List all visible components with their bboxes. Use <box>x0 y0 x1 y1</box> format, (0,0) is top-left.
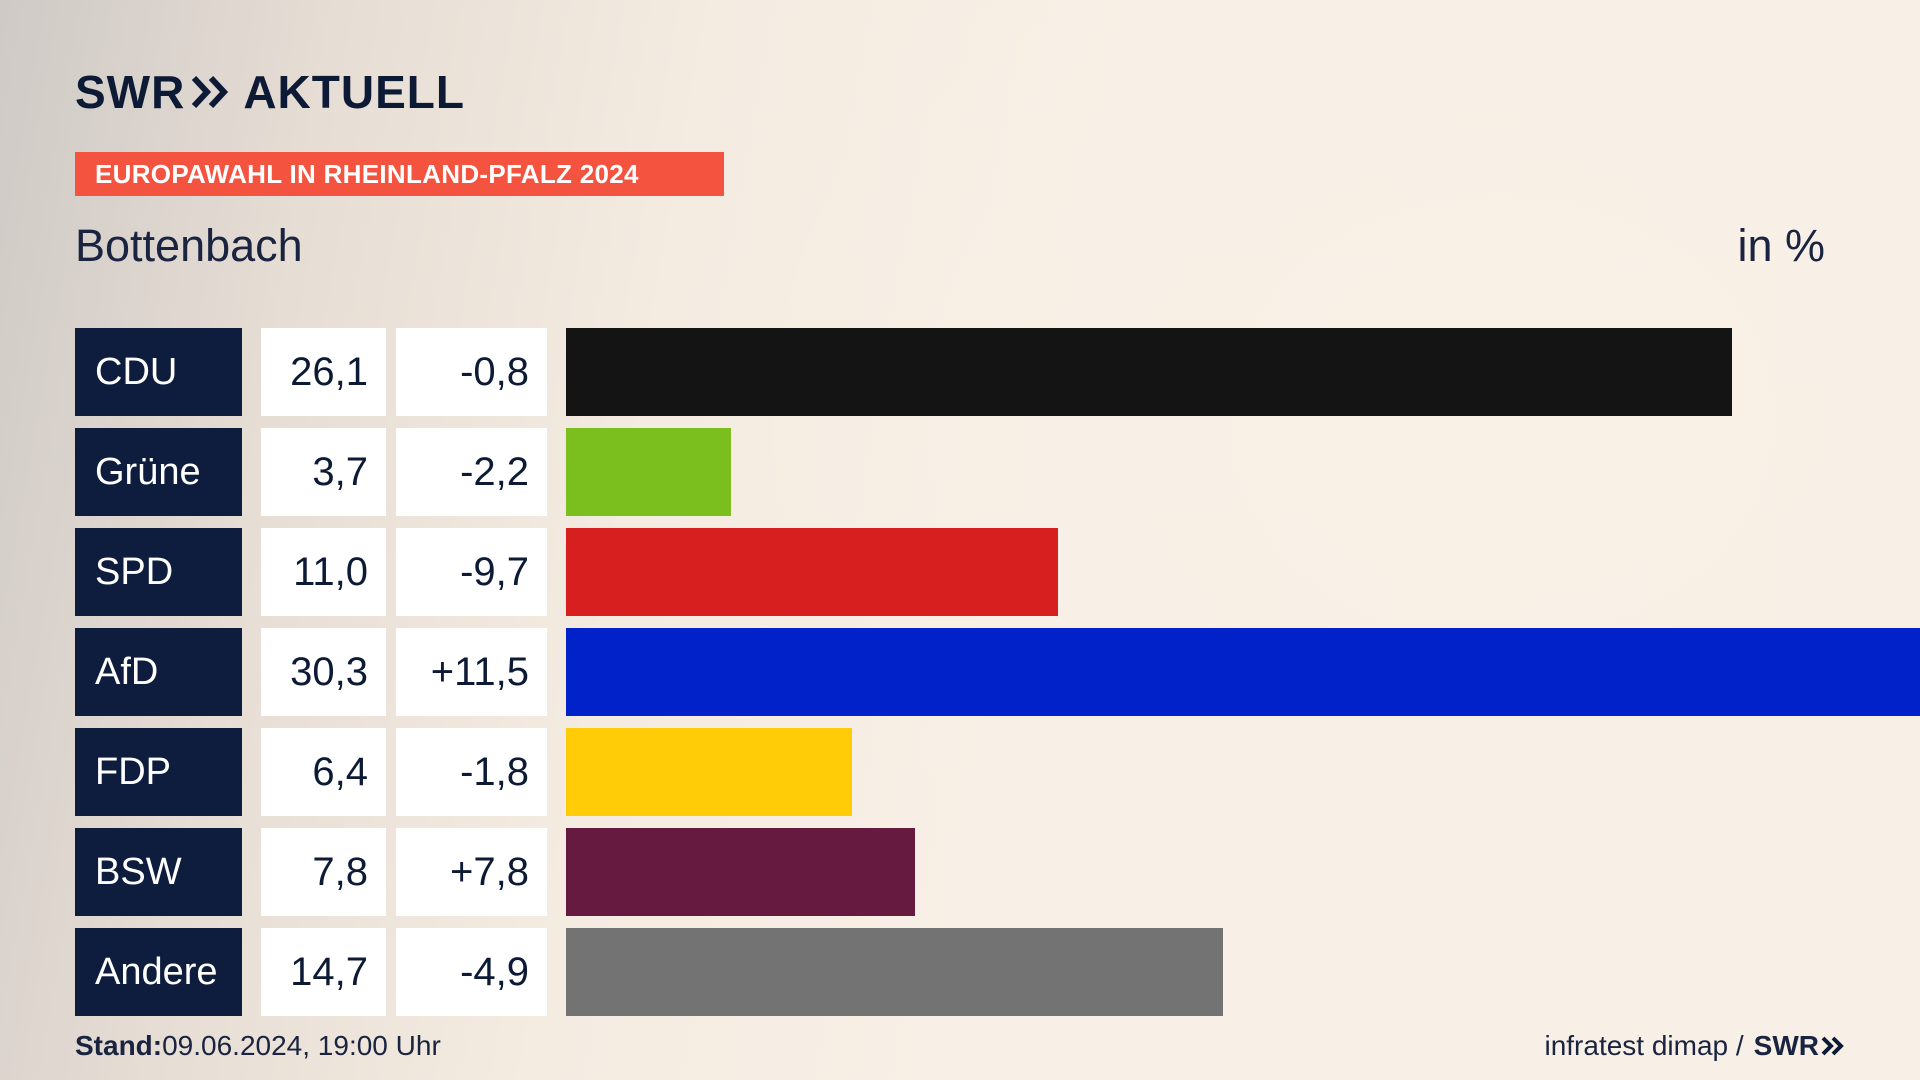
result-row: CDU 26,1 -0,8 <box>75 328 1845 416</box>
change-value: -9,7 <box>396 528 547 616</box>
stand-value: 09.06.2024, 19:00 Uhr <box>162 1030 441 1061</box>
party-label: SPD <box>75 528 242 616</box>
double-chevron-icon <box>191 74 229 110</box>
result-bar <box>566 928 1223 1016</box>
swr-mini-logo: SWR <box>1754 1030 1845 1062</box>
source-text: infratest dimap / <box>1544 1030 1744 1061</box>
stand-label: Stand: <box>75 1030 163 1061</box>
result-bar <box>566 728 852 816</box>
change-value: +11,5 <box>396 628 547 716</box>
result-row: BSW 7,8 +7,8 <box>75 828 1845 916</box>
result-row: AfD 30,3 +11,5 <box>75 628 1920 716</box>
party-label: Grüne <box>75 428 242 516</box>
result-bar <box>566 628 1920 716</box>
change-value: -4,9 <box>396 928 547 1016</box>
party-label: FDP <box>75 728 242 816</box>
result-bar <box>566 428 731 516</box>
party-label: Andere <box>75 928 242 1016</box>
result-bar <box>566 328 1732 416</box>
vote-share-value: 3,7 <box>261 428 386 516</box>
place-title: Bottenbach <box>75 220 303 271</box>
result-row: Andere 14,7 -4,9 <box>75 928 1845 1016</box>
result-row: Grüne 3,7 -2,2 <box>75 428 1845 516</box>
brand-name: SWR <box>75 66 186 118</box>
result-row: SPD 11,0 -9,7 <box>75 528 1845 616</box>
mini-chevron-icon <box>1821 1036 1844 1056</box>
election-banner: EUROPAWAHL IN RHEINLAND-PFALZ 2024 <box>75 152 724 196</box>
vote-share-value: 7,8 <box>261 828 386 916</box>
vote-share-value: 30,3 <box>261 628 386 716</box>
swr-aktuell-logo: SWR AKTUELL <box>75 62 465 122</box>
mini-logo-text: SWR <box>1753 1030 1819 1061</box>
result-bar <box>566 828 915 916</box>
change-value: +7,8 <box>396 828 547 916</box>
change-value: -0,8 <box>396 328 547 416</box>
party-label: BSW <box>75 828 242 916</box>
party-label: CDU <box>75 328 242 416</box>
change-value: -1,8 <box>396 728 547 816</box>
unit-label: in % <box>1737 220 1825 271</box>
result-row: FDP 6,4 -1,8 <box>75 728 1845 816</box>
timestamp: Stand:09.06.2024, 19:00 Uhr <box>75 1030 441 1062</box>
change-value: -2,2 <box>396 428 547 516</box>
party-label: AfD <box>75 628 242 716</box>
brand-section: AKTUELL <box>243 66 465 118</box>
vote-share-value: 6,4 <box>261 728 386 816</box>
vote-share-value: 14,7 <box>261 928 386 1016</box>
source-credit: infratest dimap / SWR <box>1544 1030 1845 1062</box>
vote-share-value: 11,0 <box>261 528 386 616</box>
result-bar <box>566 528 1058 616</box>
vote-share-value: 26,1 <box>261 328 386 416</box>
